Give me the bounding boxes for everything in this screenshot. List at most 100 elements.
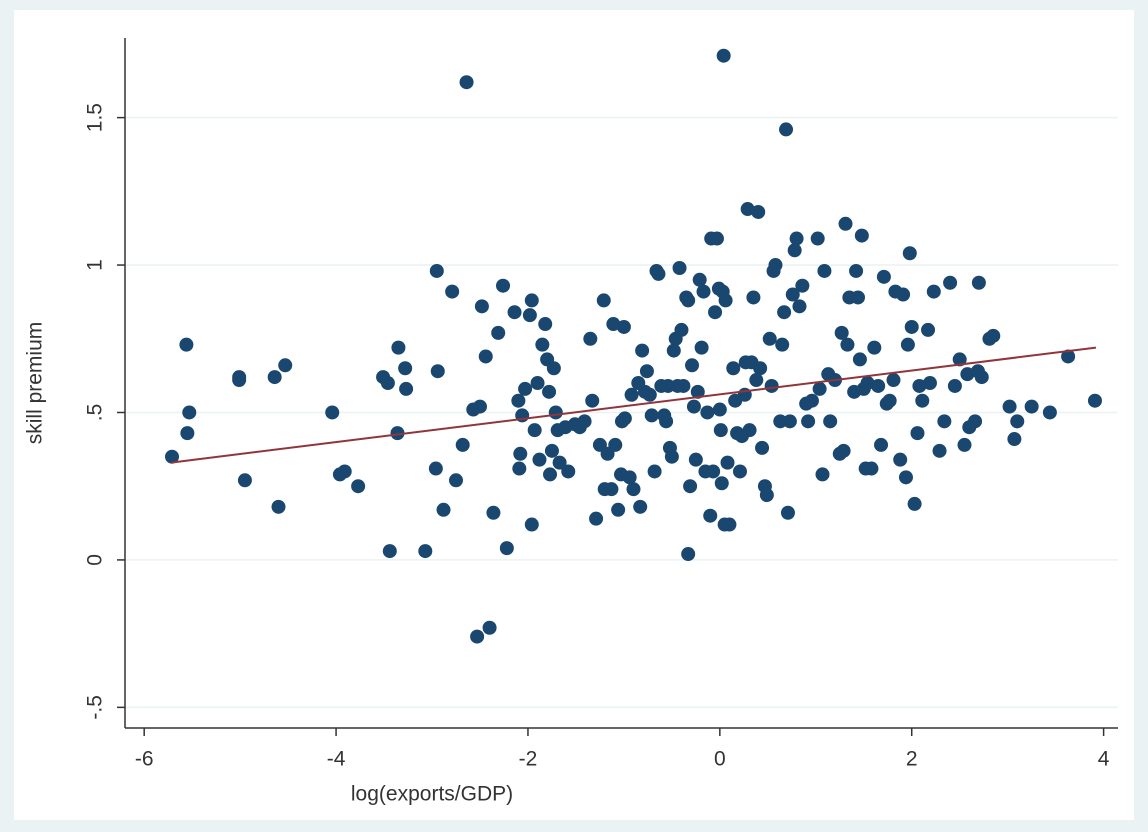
- point: [700, 405, 715, 420]
- point: [611, 502, 626, 517]
- point: [470, 629, 485, 644]
- point: [1024, 399, 1039, 414]
- point: [768, 258, 783, 273]
- point: [886, 373, 901, 388]
- point: [904, 319, 919, 334]
- point: [674, 322, 689, 337]
- point: [712, 402, 727, 417]
- point: [867, 340, 882, 355]
- point: [633, 499, 648, 514]
- point: [720, 455, 735, 470]
- point: [511, 393, 526, 408]
- point: [815, 467, 830, 482]
- point: [237, 473, 252, 488]
- point: [817, 263, 832, 278]
- point: [749, 373, 764, 388]
- point: [1042, 405, 1057, 420]
- point: [182, 405, 197, 420]
- point: [789, 231, 804, 246]
- point: [664, 449, 679, 464]
- point: [740, 202, 755, 217]
- point: [527, 423, 542, 438]
- point: [179, 337, 194, 352]
- point: [512, 461, 527, 476]
- point: [659, 414, 674, 429]
- point: [271, 499, 286, 514]
- point: [278, 358, 293, 373]
- point: [522, 308, 537, 323]
- point: [542, 384, 557, 399]
- point: [232, 373, 247, 388]
- x-tick-label: -6: [135, 748, 154, 771]
- point: [661, 378, 676, 393]
- point: [795, 278, 810, 293]
- point: [524, 293, 539, 308]
- point: [882, 393, 897, 408]
- y-tick-label: 1.5: [84, 103, 107, 132]
- point: [706, 464, 721, 479]
- point: [530, 376, 545, 390]
- point: [871, 378, 886, 393]
- point: [907, 496, 922, 511]
- point: [532, 452, 547, 467]
- x-tick-label: 4: [1098, 748, 1110, 771]
- point: [753, 361, 768, 376]
- point: [380, 376, 395, 390]
- point: [759, 488, 774, 503]
- point: [937, 414, 952, 429]
- point: [764, 378, 779, 393]
- point: [436, 502, 451, 517]
- point: [852, 352, 867, 367]
- point: [943, 275, 958, 290]
- point: [751, 204, 766, 219]
- point: [616, 319, 631, 334]
- point: [957, 437, 972, 452]
- point: [860, 376, 875, 390]
- point: [709, 231, 724, 246]
- point: [478, 349, 493, 364]
- point: [900, 337, 915, 352]
- y-tick-label: -.5: [84, 695, 107, 720]
- point: [459, 75, 474, 90]
- point: [644, 408, 659, 423]
- point: [713, 423, 728, 438]
- point: [960, 367, 975, 382]
- x-tick-label: -2: [519, 748, 538, 771]
- point: [499, 541, 514, 556]
- point: [762, 331, 777, 346]
- point: [932, 443, 947, 458]
- point: [782, 414, 797, 429]
- y-tick-label: 0: [84, 554, 107, 566]
- y-axis-title: skill premium: [24, 322, 47, 445]
- point: [722, 517, 737, 532]
- point: [681, 293, 696, 308]
- point: [696, 284, 711, 299]
- point: [535, 337, 550, 352]
- point: [708, 305, 723, 320]
- point: [681, 547, 696, 562]
- point: [683, 479, 698, 494]
- point: [518, 381, 533, 396]
- point: [726, 361, 741, 376]
- point: [474, 299, 489, 314]
- point: [836, 443, 851, 458]
- point: [755, 440, 770, 455]
- point: [902, 246, 917, 261]
- point: [561, 464, 576, 479]
- point: [491, 325, 506, 340]
- plot-background: [14, 10, 1134, 820]
- point: [472, 399, 487, 414]
- point: [971, 275, 986, 290]
- point: [692, 272, 707, 287]
- point: [714, 476, 729, 491]
- point: [589, 511, 604, 526]
- point: [688, 452, 703, 467]
- point: [952, 352, 967, 367]
- point: [546, 361, 561, 376]
- point: [947, 378, 962, 393]
- point: [596, 293, 611, 308]
- point: [850, 290, 865, 305]
- point: [775, 337, 790, 352]
- point: [548, 405, 563, 420]
